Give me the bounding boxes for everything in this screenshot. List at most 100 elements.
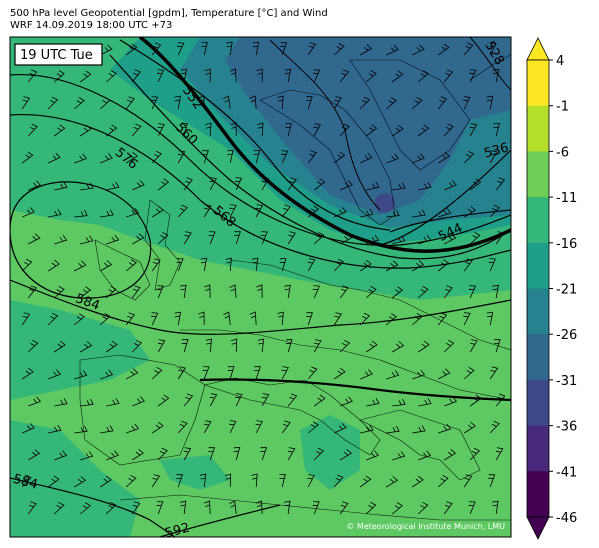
- wind-barb: [125, 312, 136, 326]
- wind-barb: [209, 393, 218, 407]
- colorbar-extend-top: [526, 37, 550, 61]
- wind-barb: [486, 311, 494, 326]
- wind-barb: [177, 42, 185, 56]
- colorbar-tick-label: -6: [556, 145, 569, 160]
- wind-barb: [151, 258, 161, 272]
- wind-barb: [280, 150, 289, 164]
- wind-barb: [202, 366, 210, 380]
- wind-barb: [48, 152, 61, 164]
- wind-barb: [125, 96, 135, 110]
- wind-barb: [74, 153, 88, 164]
- wind-barb: [359, 475, 372, 488]
- wind-barb: [21, 474, 32, 488]
- wind-barb: [180, 68, 187, 83]
- wind-barb: [486, 95, 494, 110]
- wind-barb: [47, 475, 60, 488]
- wind-barb: [260, 447, 268, 461]
- contour-line-a: [119, 39, 391, 231]
- temp-band-minus16-italy: [300, 415, 360, 490]
- wind-barb: [391, 286, 404, 299]
- time-box-frame: [14, 43, 103, 66]
- wind-barb: [340, 396, 353, 407]
- wind-barb: [151, 312, 159, 326]
- contour-568: [10, 113, 511, 269]
- wind-barb: [100, 260, 113, 272]
- wind-barb: [157, 447, 168, 461]
- wind-barb: [28, 233, 41, 245]
- wind-barb: [463, 421, 476, 434]
- wind-barb: [132, 233, 145, 245]
- wind-barb: [199, 473, 207, 488]
- wind-barbs: [21, 41, 506, 515]
- colorbar-segment: [527, 151, 549, 198]
- contour-inner-a: [269, 39, 381, 211]
- wind-barb: [285, 339, 293, 353]
- wind-barb: [47, 259, 60, 272]
- temp-band-minus16-africa: [160, 455, 230, 490]
- chart-subtitle: WRF 14.09.2019 18:00 UTC +73: [10, 20, 173, 31]
- wind-barb: [285, 122, 292, 137]
- wind-barb: [366, 181, 380, 191]
- wind-barb: [198, 95, 205, 110]
- wind-barb: [229, 284, 237, 299]
- wind-barb: [22, 207, 35, 218]
- wind-barb: [249, 311, 257, 326]
- wind-barb: [100, 425, 114, 434]
- wind-barb: [251, 257, 259, 272]
- wind-barb: [177, 150, 186, 164]
- colorbar-tick-label: -21: [556, 283, 577, 298]
- wind-barb: [80, 235, 94, 245]
- colorbar-segment: [527, 379, 549, 427]
- wind-barb: [281, 420, 291, 434]
- wind-barb: [313, 231, 325, 245]
- wind-barb: [225, 257, 232, 272]
- contour-560: [109, 54, 511, 260]
- wind-barb: [313, 339, 322, 353]
- wind-barb: [493, 122, 501, 137]
- wind-barb: [156, 501, 164, 515]
- wind-barb: [106, 398, 120, 407]
- wind-barb: [227, 366, 235, 380]
- wind-barb: [125, 151, 138, 164]
- wind-barb: [105, 124, 118, 137]
- wind-barb: [106, 234, 120, 245]
- wind-barb: [313, 447, 324, 461]
- wind-barb: [256, 284, 263, 299]
- wind-barb: [359, 259, 372, 272]
- wind-barb: [54, 450, 68, 461]
- wind-barb: [27, 285, 37, 299]
- wind-barb: [495, 447, 504, 461]
- wind-barb: [73, 97, 85, 110]
- wind-barb: [156, 69, 165, 83]
- wind-barb: [181, 122, 188, 137]
- colorbar-segment: [527, 105, 549, 152]
- wind-barb: [181, 339, 189, 353]
- wind-barb: [53, 286, 65, 299]
- wind-barb: [183, 447, 192, 461]
- wind-barb: [257, 122, 264, 137]
- wind-barb: [333, 151, 346, 164]
- wind-barb: [339, 285, 349, 299]
- wind-barb: [495, 177, 506, 191]
- wind-barb: [99, 313, 111, 326]
- wind-barb: [53, 501, 65, 515]
- wind-barb: [53, 124, 66, 137]
- wind-barb: [203, 204, 212, 218]
- wind-barb: [313, 178, 326, 191]
- wind-barb: [284, 284, 291, 299]
- wind-barb: [48, 369, 61, 380]
- wind-barb: [469, 447, 481, 461]
- wind-barb: [489, 42, 497, 56]
- wind-barb: [208, 447, 216, 461]
- wind-barb: [54, 181, 68, 191]
- wind-barb: [180, 284, 187, 299]
- colorbar-segment: [527, 425, 549, 472]
- wind-barb: [392, 341, 405, 353]
- wind-barb: [339, 69, 350, 83]
- wind-barb: [223, 311, 231, 326]
- wind-barb: [386, 260, 399, 272]
- wind-barb: [277, 311, 284, 326]
- wind-barb: [132, 180, 145, 191]
- contour-544: [389, 209, 511, 233]
- wind-barb: [176, 258, 184, 272]
